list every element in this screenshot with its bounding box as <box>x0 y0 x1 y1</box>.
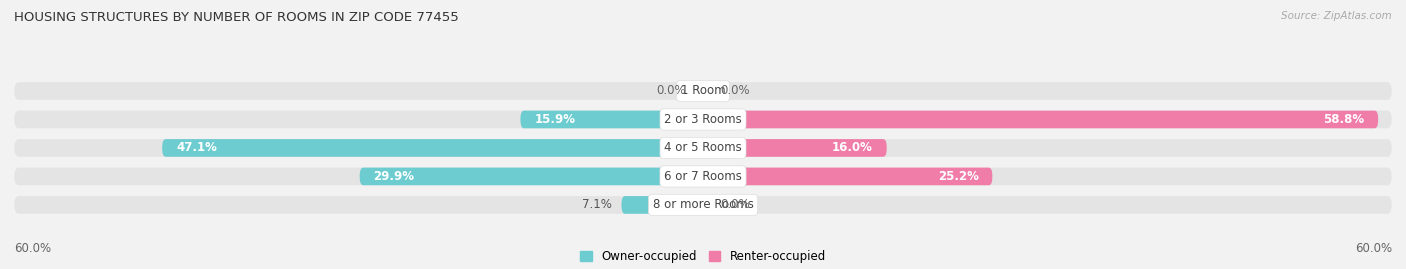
Text: 1 Room: 1 Room <box>681 84 725 97</box>
Text: 29.9%: 29.9% <box>374 170 415 183</box>
FancyBboxPatch shape <box>14 111 1392 128</box>
Text: 60.0%: 60.0% <box>14 242 51 255</box>
Text: 2 or 3 Rooms: 2 or 3 Rooms <box>664 113 742 126</box>
Text: 0.0%: 0.0% <box>720 84 749 97</box>
Text: 16.0%: 16.0% <box>832 141 873 154</box>
Text: 58.8%: 58.8% <box>1323 113 1364 126</box>
FancyBboxPatch shape <box>703 168 993 185</box>
FancyBboxPatch shape <box>14 139 1392 157</box>
Text: 60.0%: 60.0% <box>1355 242 1392 255</box>
FancyBboxPatch shape <box>703 139 887 157</box>
FancyBboxPatch shape <box>14 196 1392 214</box>
Text: 47.1%: 47.1% <box>176 141 217 154</box>
FancyBboxPatch shape <box>360 168 703 185</box>
FancyBboxPatch shape <box>14 82 1392 100</box>
FancyBboxPatch shape <box>621 196 703 214</box>
FancyBboxPatch shape <box>703 111 1378 128</box>
Text: 7.1%: 7.1% <box>582 199 612 211</box>
Legend: Owner-occupied, Renter-occupied: Owner-occupied, Renter-occupied <box>579 250 827 263</box>
FancyBboxPatch shape <box>162 139 703 157</box>
Text: 15.9%: 15.9% <box>534 113 575 126</box>
Text: Source: ZipAtlas.com: Source: ZipAtlas.com <box>1281 11 1392 21</box>
Text: HOUSING STRUCTURES BY NUMBER OF ROOMS IN ZIP CODE 77455: HOUSING STRUCTURES BY NUMBER OF ROOMS IN… <box>14 11 458 24</box>
Text: 4 or 5 Rooms: 4 or 5 Rooms <box>664 141 742 154</box>
FancyBboxPatch shape <box>520 111 703 128</box>
Text: 6 or 7 Rooms: 6 or 7 Rooms <box>664 170 742 183</box>
Text: 0.0%: 0.0% <box>720 199 749 211</box>
Text: 0.0%: 0.0% <box>657 84 686 97</box>
Text: 8 or more Rooms: 8 or more Rooms <box>652 199 754 211</box>
FancyBboxPatch shape <box>14 168 1392 185</box>
Text: 25.2%: 25.2% <box>938 170 979 183</box>
